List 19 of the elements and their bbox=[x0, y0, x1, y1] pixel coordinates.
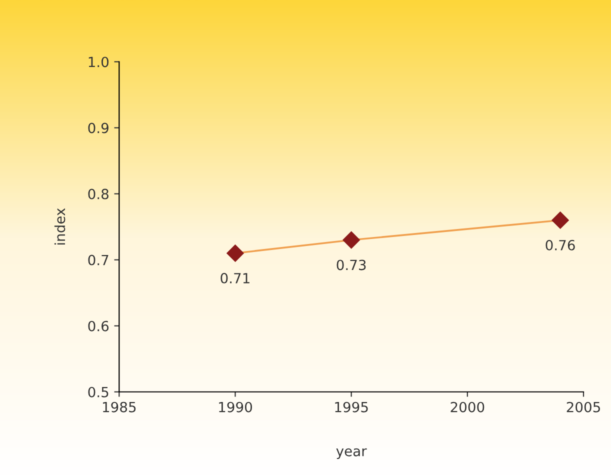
x-axis-title: year bbox=[336, 448, 367, 460]
data-label: 0.73 bbox=[336, 260, 366, 270]
y-tick-label: 0.8 bbox=[88, 188, 108, 200]
data-label: 0.76 bbox=[546, 240, 575, 250]
y-tick-label: 0.5 bbox=[88, 386, 108, 398]
point bbox=[226, 244, 244, 262]
x-tick-label: 1985 bbox=[102, 402, 136, 412]
y-tick-label: 0.9 bbox=[88, 122, 108, 134]
point bbox=[342, 231, 360, 249]
data-label: 0.71 bbox=[220, 272, 250, 284]
x-tick-label: 1990 bbox=[219, 402, 252, 412]
y-tick-label: 1.0 bbox=[88, 56, 108, 68]
y-tick-label: 0.7 bbox=[88, 254, 108, 266]
point bbox=[552, 212, 569, 229]
y-axis-title: index bbox=[54, 208, 66, 245]
x-tick-label: 2000 bbox=[450, 402, 484, 412]
x-tick-label: 1995 bbox=[335, 402, 368, 412]
y-tick-label: 0.6 bbox=[88, 320, 109, 332]
x-tick-label: 2005 bbox=[566, 402, 600, 412]
